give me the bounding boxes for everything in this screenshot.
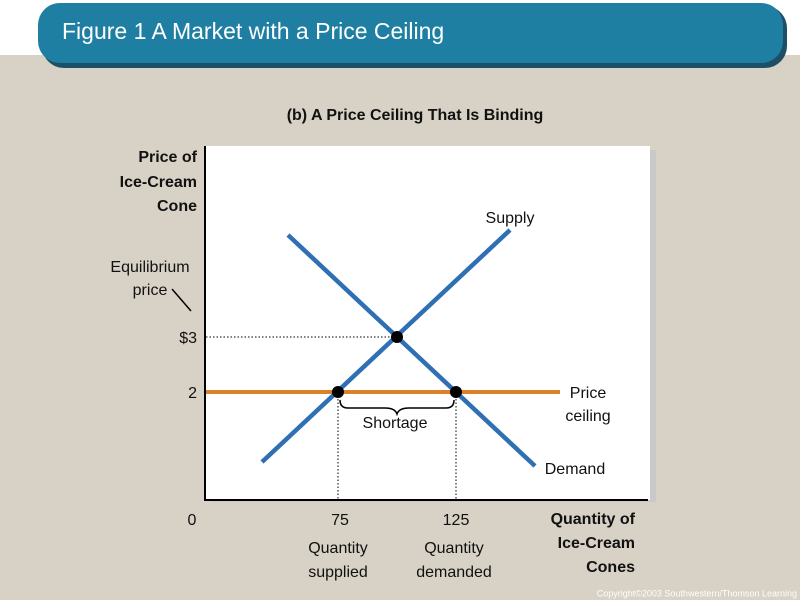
demand-curve [286,233,537,468]
y-axis-label: Cone [157,198,197,215]
price-ceiling-label: ceiling [565,408,610,425]
demand-label: Demand [545,461,605,478]
demanded-point [450,386,462,398]
header-bar [38,3,783,63]
y-axis-label: Ice-Cream [120,174,197,191]
quantity-demanded-label: Quantity [424,540,484,557]
equilibrium-pointer [171,288,192,312]
supply-curve [260,228,512,464]
subtitle: (b) A Price Ceiling That Is Binding [287,107,544,124]
x-axis-label: Quantity of [551,511,636,528]
origin-label: 0 [188,512,197,529]
equilibrium-label: price [133,282,168,299]
shortage-brace [339,399,455,417]
x-axis-label: Cones [586,559,635,576]
plot-area [205,146,650,500]
price-ceiling-label: Price [570,385,607,402]
header-title: Figure 1 A Market with a Price Ceiling [62,18,444,44]
equilibrium-label: Equilibrium [110,259,189,276]
supplied-point [332,386,344,398]
y-tick-label: 2 [188,385,197,402]
quantity-supplied-label: Quantity [308,540,368,557]
quantity-supplied-label: supplied [308,564,368,581]
x-axis-label: Ice-Cream [558,535,635,552]
y-tick-label: $3 [179,330,197,347]
equilibrium-point [391,331,403,343]
y-axis-label: Price of [138,149,197,166]
copyright: Copyright©2003 Southwestern/Thomson Lear… [597,588,797,598]
quantity-demanded-label: demanded [416,564,492,581]
x-tick-label: 75 [331,512,349,529]
x-tick-label: 125 [443,512,470,529]
supply-label: Supply [486,210,535,227]
shortage-label: Shortage [363,415,428,432]
